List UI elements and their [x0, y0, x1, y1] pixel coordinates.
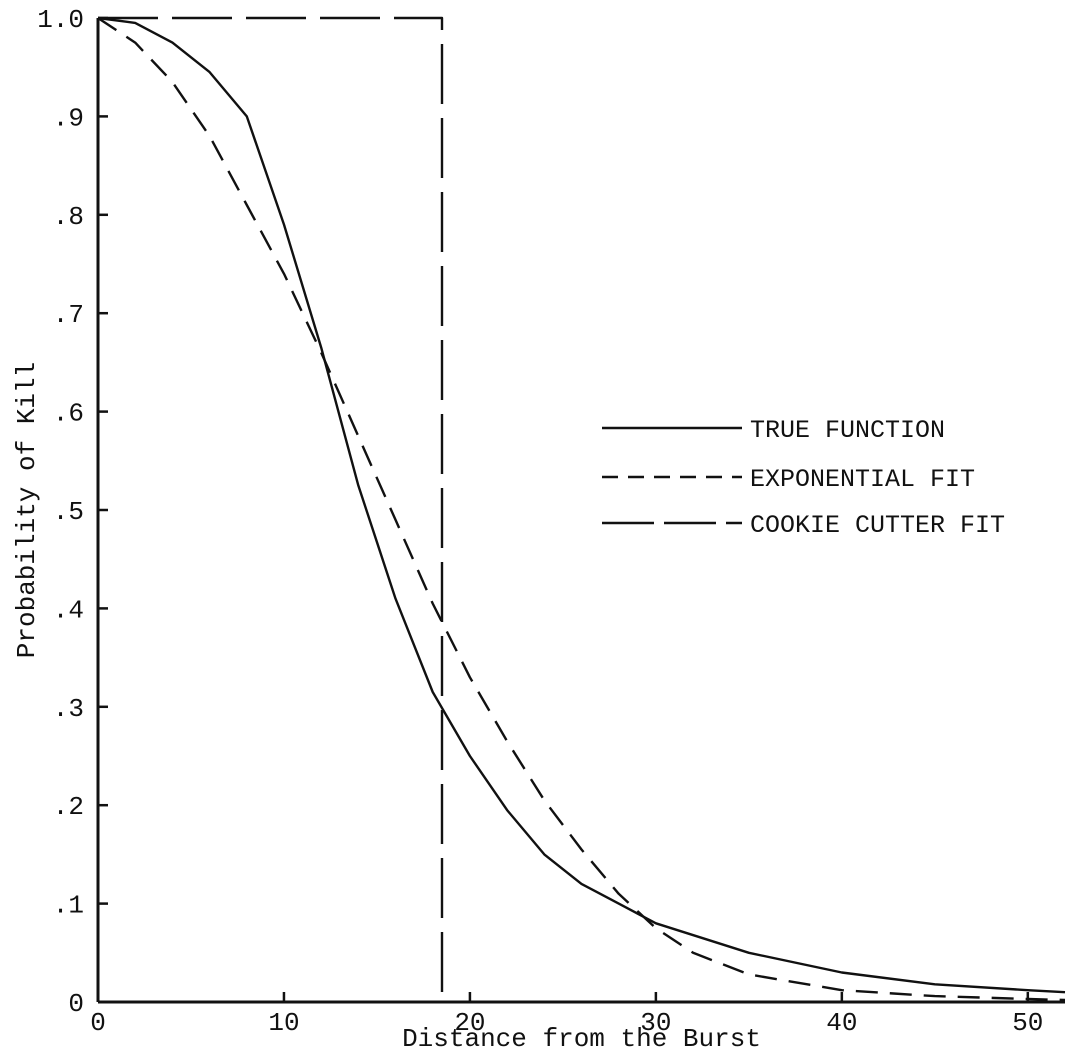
tick-marks [96, 16, 1030, 1004]
x-tick-label: 50 [1012, 1008, 1043, 1038]
y-tick-label: 1.0 [37, 5, 84, 35]
y-tick-label: .4 [53, 595, 84, 625]
x-tick-label: 20 [454, 1008, 485, 1038]
legend-label-0: TRUE FUNCTION [750, 416, 945, 445]
x-tick-label: 0 [90, 1008, 106, 1038]
tick-labels: 0 10 20 30 40 50 0 .1 .2 .3 .4 .5 .6 .7 .8 .9 1.0 [37, 5, 1043, 1038]
series-line-1 [97, 16, 1066, 1002]
legend-label-2: COOKIE CUTTER FIT [750, 511, 1005, 540]
y-tick-label: .1 [53, 891, 84, 921]
y-tick-label: 0 [68, 989, 84, 1019]
y-tick-label: .5 [53, 497, 84, 527]
series-line-2 [98, 16, 1065, 1004]
axes [96, 18, 1065, 1004]
y-tick-label: .9 [53, 103, 84, 133]
y-tick-label: .2 [53, 792, 84, 822]
series-line-0 [97, 16, 1066, 994]
y-tick-label: .3 [53, 694, 84, 724]
x-tick-label: 10 [268, 1008, 299, 1038]
y-tick-label: .6 [53, 399, 84, 429]
legend-label-1: EXPONENTIAL FIT [750, 465, 975, 494]
legend: TRUE FUNCTION EXPONENTIAL FIT COOKIE CUTTE… [602, 416, 1005, 540]
y-tick-label: .7 [53, 300, 84, 330]
x-tick-label: 30 [640, 1008, 671, 1038]
x-axis-title: Distance from the Burst [402, 1024, 761, 1052]
x-tick-label: 40 [826, 1008, 857, 1038]
series-lines [97, 16, 1066, 1004]
y-axis-title: Probability of Kill [12, 362, 42, 658]
y-tick-label: .8 [53, 202, 84, 232]
